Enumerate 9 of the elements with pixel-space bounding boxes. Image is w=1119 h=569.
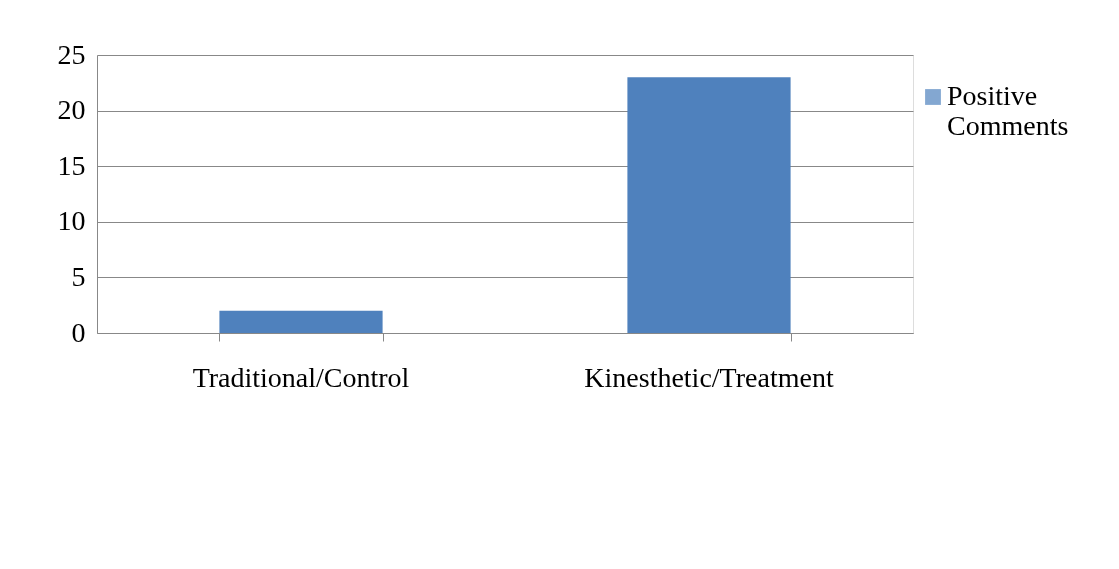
x-tick-label: Traditional/Control xyxy=(192,362,410,393)
y-tick-label: 10 xyxy=(57,205,86,237)
y-tick-label: 0 xyxy=(71,316,86,348)
y-tick-label: 20 xyxy=(57,94,86,126)
legend-label: Positive Comments xyxy=(947,80,1069,141)
y-tick-label: 15 xyxy=(57,149,86,181)
x-tick-label: Kinesthetic/Treatment xyxy=(584,362,834,393)
y-tick-label: 25 xyxy=(57,38,86,70)
y-tick-label: 5 xyxy=(71,260,86,292)
